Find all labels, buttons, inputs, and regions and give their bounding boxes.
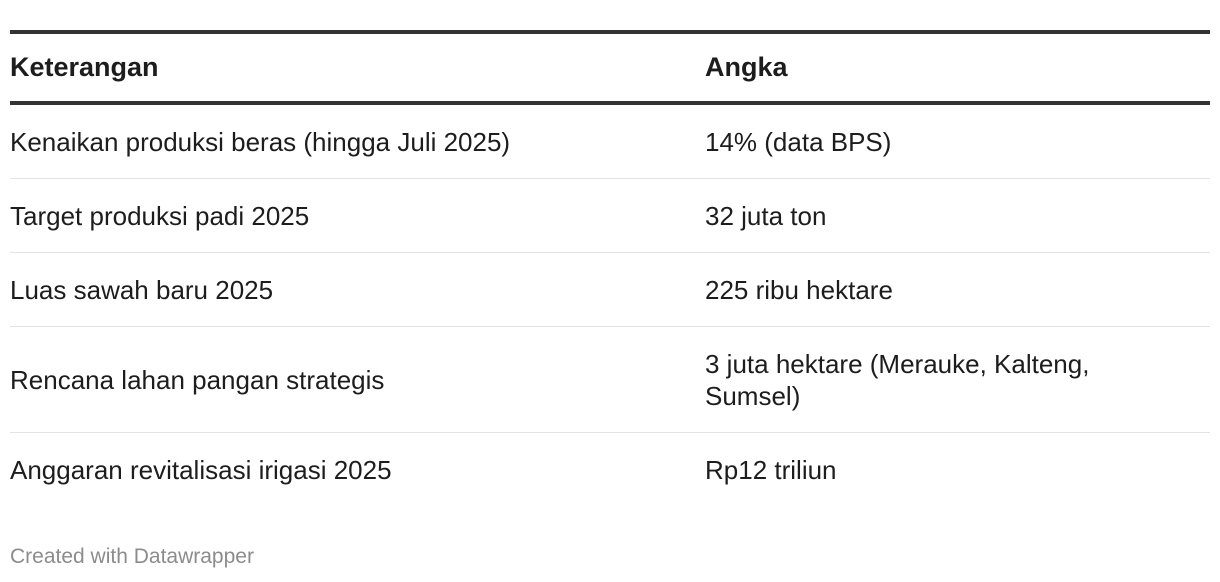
table-cell-keterangan: Kenaikan produksi beras (hingga Juli 202… (10, 103, 705, 179)
datawrapper-credit[interactable]: Created with Datawrapper (10, 545, 254, 568)
table-cell-angka: Rp12 triliun (705, 454, 837, 485)
table-row: Anggaran revitalisasi irigasi 2025 Rp12 … (10, 433, 1210, 507)
table-cell-angka: 32 juta ton (705, 178, 1210, 253)
table-cell-keterangan: Anggaran revitalisasi irigasi 2025 (10, 454, 392, 485)
table-row: Target produksi padi 2025 32 juta ton (10, 178, 1210, 253)
table-row: Kenaikan produksi beras (hingga Juli 202… (10, 103, 1210, 179)
column-header-angka: Angka (705, 34, 1210, 105)
table-cell-angka: 225 ribu hektare (705, 252, 1210, 327)
data-table: Keterangan Angka Kenaikan produksi beras… (10, 34, 1210, 506)
table-cell-angka: 14% (data BPS) (705, 103, 1210, 179)
table-header-row: Keterangan Angka (10, 34, 1210, 105)
table-top-rule (10, 30, 1210, 34)
table-cell-keterangan: Target produksi padi 2025 (10, 178, 705, 253)
table-row: Rencana lahan pangan strategis 3 juta he… (10, 326, 1210, 433)
table-cell-keterangan: Rencana lahan pangan strategis (10, 326, 705, 433)
data-table-container: Keterangan Angka Kenaikan produksi beras… (10, 30, 1210, 506)
table-row: Luas sawah baru 2025 225 ribu hektare (10, 252, 1210, 327)
column-header-keterangan: Keterangan (10, 34, 705, 105)
table-cell-keterangan: Luas sawah baru 2025 (10, 252, 705, 327)
table-cell-angka: 3 juta hektare (Merauke, Kalteng, Sumsel… (705, 326, 1210, 433)
